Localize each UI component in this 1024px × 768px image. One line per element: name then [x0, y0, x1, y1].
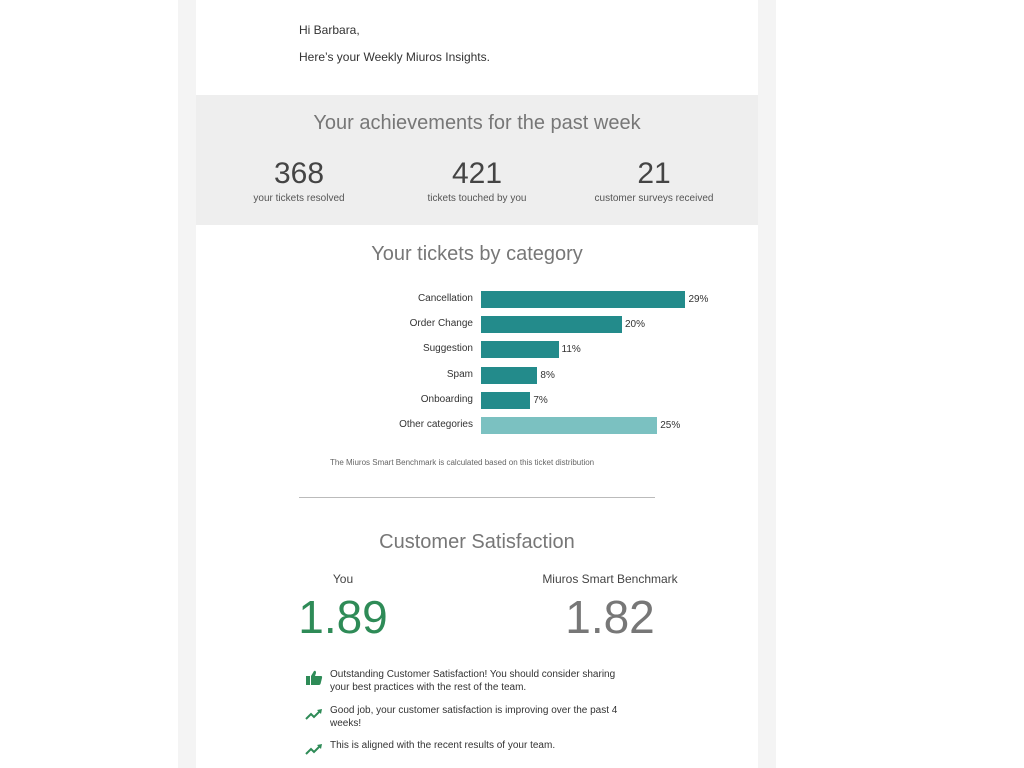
- bar: [481, 417, 658, 434]
- stat-label: your tickets resolved: [253, 193, 345, 204]
- benchmark-score: 1.82: [565, 591, 655, 643]
- stat-tickets-resolved: 368 your tickets resolved: [209, 155, 389, 204]
- bar: [481, 316, 622, 334]
- trending-up-icon: [305, 741, 323, 757]
- benchmark-note: The Miuros Smart Benchmark is calculated…: [330, 458, 595, 467]
- feedback-text: Good job, your customer satisfaction is …: [330, 705, 618, 729]
- you-label: You: [332, 572, 354, 586]
- stat-label: customer surveys received: [594, 193, 714, 204]
- bar-label: Spam: [446, 368, 473, 380]
- bar-value-label: 7%: [533, 394, 548, 406]
- bar-label: Suggestion: [422, 343, 473, 355]
- bar: [481, 341, 559, 359]
- trending-up-icon: [305, 706, 323, 722]
- categories-title: Your tickets by category: [371, 243, 583, 265]
- benchmark-label: Miuros Smart Benchmark: [542, 572, 678, 586]
- you-score: 1.89: [298, 591, 388, 643]
- stat-tickets-touched: 421 tickets touched by you: [387, 155, 567, 204]
- section-divider: [299, 497, 655, 498]
- bar-label: Other categories: [399, 419, 473, 430]
- stat-value: 368: [273, 157, 325, 190]
- bar-value-label: 8%: [540, 369, 555, 381]
- stat-surveys-received: 21 customer surveys received: [564, 155, 744, 204]
- achievements-band: [196, 95, 758, 225]
- stat-value: 421: [451, 157, 503, 190]
- bar-value-label: 25%: [660, 420, 681, 431]
- achievements-title: Your achievements for the past week: [313, 112, 641, 134]
- bar-value-label: 20%: [625, 319, 646, 331]
- category-bar-chart: Cancellation 29% Order Change 20% Suggestion…: [300, 288, 740, 443]
- thumbs-up-icon: [305, 670, 323, 686]
- feedback-text: This is aligned with the recent results …: [330, 740, 556, 751]
- bar-value-label: 29%: [688, 294, 709, 305]
- stat-label: tickets touched by you: [427, 193, 527, 204]
- feedback-text: Outstanding Customer Satisfaction! You s…: [330, 669, 616, 693]
- bar: [481, 391, 531, 409]
- bar-label: Cancellation: [417, 293, 473, 304]
- bar-label: Onboarding: [420, 393, 473, 405]
- satisfaction-title: Customer Satisfaction: [379, 531, 575, 553]
- bar: [481, 366, 538, 384]
- bar: [481, 291, 686, 308]
- bar-value-label: 11%: [561, 344, 581, 356]
- intro-text: Here’s your Weekly Miuros Insights.: [299, 50, 490, 64]
- greeting: Hi Barbara,: [299, 23, 360, 37]
- bar-label: Order Change: [409, 318, 473, 330]
- stat-value: 21: [637, 157, 671, 190]
